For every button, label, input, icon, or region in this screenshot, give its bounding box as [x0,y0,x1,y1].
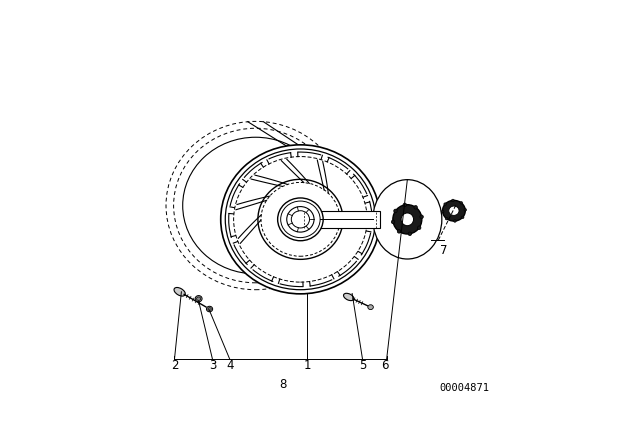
Ellipse shape [397,229,401,233]
Text: 8: 8 [280,379,287,392]
Ellipse shape [368,305,373,310]
Ellipse shape [464,209,467,211]
Ellipse shape [444,203,447,205]
Ellipse shape [287,207,314,232]
Ellipse shape [449,206,459,215]
Text: 3: 3 [209,359,216,372]
Text: 4: 4 [226,359,234,372]
Ellipse shape [225,149,376,290]
Ellipse shape [403,203,406,207]
Ellipse shape [221,145,380,294]
Ellipse shape [408,232,412,236]
Ellipse shape [420,215,423,219]
FancyBboxPatch shape [297,211,380,228]
Ellipse shape [258,179,343,259]
Ellipse shape [460,202,463,204]
Text: 6: 6 [381,359,388,372]
Ellipse shape [441,211,444,213]
Ellipse shape [454,220,456,222]
Text: 5: 5 [359,359,366,372]
Text: 00004871: 00004871 [439,383,489,393]
Text: 2: 2 [171,359,179,372]
Ellipse shape [417,226,421,229]
Ellipse shape [445,217,448,220]
Ellipse shape [414,206,417,209]
Ellipse shape [394,209,397,213]
Text: 7: 7 [440,244,447,257]
Text: 1: 1 [303,359,311,372]
Ellipse shape [344,293,354,301]
Ellipse shape [174,288,186,296]
Ellipse shape [442,200,465,221]
Ellipse shape [195,296,202,302]
Ellipse shape [401,213,413,226]
Ellipse shape [196,297,201,301]
Ellipse shape [461,216,464,219]
Ellipse shape [452,199,454,202]
Ellipse shape [207,306,212,312]
Ellipse shape [278,198,323,241]
Ellipse shape [391,220,395,224]
Ellipse shape [373,180,442,259]
Ellipse shape [208,308,211,310]
Ellipse shape [393,205,422,234]
